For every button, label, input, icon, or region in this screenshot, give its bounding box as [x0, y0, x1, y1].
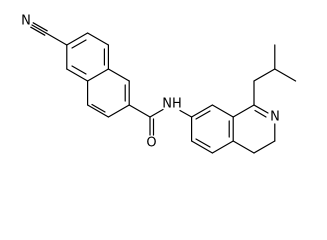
atom-label: N	[270, 110, 280, 125]
bonds	[30, 22, 297, 154]
molecule-diagram: N O NH N	[21, 14, 297, 154]
bond	[191, 140, 213, 154]
bond	[71, 65, 87, 75]
bond	[86, 68, 110, 82]
bond	[31, 24, 47, 34]
atom-label: NH	[162, 97, 182, 112]
atom-label: O	[146, 136, 156, 151]
bond	[86, 104, 110, 118]
bond	[66, 32, 89, 46]
bond	[232, 140, 255, 154]
bond	[149, 108, 164, 118]
bond	[32, 22, 48, 32]
bond	[45, 32, 68, 46]
bond	[254, 109, 267, 118]
bond	[91, 103, 106, 113]
bond	[211, 104, 234, 118]
page: N O NH N (() => { const data = JSON.pars…	[21, 13, 297, 154]
bond	[30, 26, 46, 36]
bond	[253, 68, 276, 82]
bond	[107, 68, 130, 82]
bond	[253, 104, 269, 114]
bond	[66, 68, 89, 82]
bond	[71, 39, 87, 49]
bond	[195, 138, 211, 148]
bond	[253, 140, 276, 154]
bond	[107, 104, 130, 118]
atom-label: N	[21, 14, 31, 29]
bond	[86, 32, 110, 46]
bond	[128, 104, 151, 118]
bond	[195, 110, 211, 120]
bond	[232, 104, 255, 118]
bond	[179, 109, 193, 118]
bond	[211, 140, 234, 154]
bond	[191, 104, 213, 118]
bond	[274, 68, 297, 82]
